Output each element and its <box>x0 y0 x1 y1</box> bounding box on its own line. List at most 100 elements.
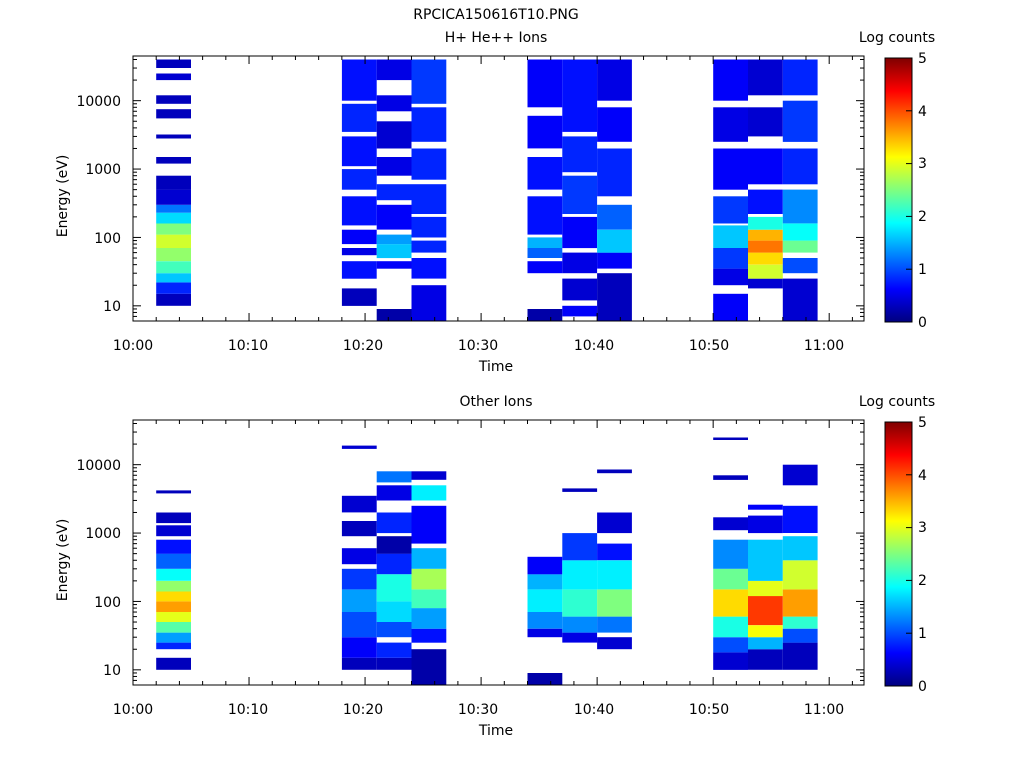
heatmap-cell <box>562 616 598 633</box>
colorbar-tick-label: 0 <box>918 315 927 331</box>
heatmap-cell <box>713 107 748 142</box>
heatmap-cell <box>156 622 191 633</box>
colorbar-tick-label: 5 <box>918 415 927 431</box>
heatmap-cell <box>782 240 818 253</box>
heatmap-cell <box>411 548 447 569</box>
heatmap-cell <box>748 107 783 137</box>
heatmap-cell <box>562 59 598 132</box>
heatmap-cell <box>156 212 191 224</box>
colorbar-tick-label: 3 <box>918 520 927 536</box>
panel-title: Other Ions <box>459 394 532 410</box>
heatmap-cell <box>597 469 632 474</box>
heatmap-cell <box>527 309 563 321</box>
heatmap-cell <box>597 589 632 617</box>
heatmap-cell <box>713 589 748 617</box>
heatmap-cell <box>782 148 818 185</box>
x-tick-label: 10:40 <box>574 338 614 354</box>
heatmap-cell <box>156 189 191 205</box>
colorbar-ticks <box>906 421 912 687</box>
heatmap-cell <box>156 632 191 643</box>
heatmap-cell <box>376 244 412 259</box>
heatmap-cell <box>411 184 447 214</box>
heatmap-cell <box>782 59 818 96</box>
heatmap-cell <box>748 504 783 510</box>
heatmap-cell <box>562 175 598 214</box>
heatmap-cell <box>341 103 377 132</box>
heatmap-cell <box>597 637 632 650</box>
heatmap-cell <box>376 485 412 501</box>
heatmap-cell <box>713 652 748 670</box>
heatmap-cell <box>156 248 191 262</box>
heatmap-cell <box>376 261 412 269</box>
heatmap-cell <box>562 560 598 590</box>
heatmap-cell <box>713 568 748 590</box>
heatmap-cell <box>156 568 191 581</box>
heatmap-cell <box>376 601 412 622</box>
y-tick-label: 1000 <box>85 162 121 178</box>
heatmap-cell <box>156 591 191 602</box>
heatmap-cell <box>376 622 412 638</box>
x-tick-label: 10:10 <box>228 338 268 354</box>
heatmap-cell <box>562 305 598 317</box>
heatmap-cell <box>341 657 377 670</box>
heatmap-cell <box>411 649 447 685</box>
heatmap-cell <box>156 512 191 524</box>
heatmap-cell <box>156 157 191 164</box>
axis-ticks <box>132 56 864 322</box>
heatmap-cell <box>156 642 191 650</box>
heatmap-cell <box>748 252 783 265</box>
heatmap-cell <box>341 445 377 449</box>
heatmap-cell <box>156 580 191 592</box>
colorbar-tick-label: 2 <box>918 209 927 225</box>
heatmap-cell <box>562 533 598 561</box>
heatmap-cell <box>341 548 377 565</box>
heatmap-cell <box>411 608 447 629</box>
heatmap-cell <box>748 596 783 626</box>
heatmap-cell <box>597 616 632 633</box>
heatmap-cell <box>376 553 412 575</box>
x-tick-label: 10:30 <box>458 338 498 354</box>
heatmap-cell <box>748 278 783 289</box>
heatmap-cell <box>562 488 598 492</box>
heatmap-cell <box>748 264 783 279</box>
heatmap-cell <box>597 59 632 101</box>
colorbar-tick-label: 2 <box>918 573 927 589</box>
heatmap-cell <box>411 628 447 643</box>
heatmap-cell <box>562 278 598 301</box>
heatmap-cell <box>713 248 748 269</box>
heatmap-cell <box>597 512 632 534</box>
heatmap-cell <box>713 437 748 440</box>
plot-frame <box>132 55 865 322</box>
heatmap-cell <box>527 628 563 638</box>
y-tick-labels: 10 100 1000 10000 <box>76 458 121 679</box>
heatmap-cell <box>156 282 191 294</box>
heatmap-cell <box>713 475 748 480</box>
heatmap-cell <box>156 657 191 670</box>
heatmap-cell <box>713 59 748 101</box>
heatmap-cell <box>527 612 563 629</box>
colorbar: Log counts 0 1 2 3 4 5 <box>859 394 935 695</box>
heatmap-cell <box>713 268 748 286</box>
heatmap-cell <box>341 261 377 279</box>
heatmap-cell <box>597 229 632 253</box>
heatmap-cell <box>597 252 632 269</box>
heatmap-cell <box>156 223 191 235</box>
colorbar-ticks <box>906 57 912 323</box>
heatmap-cell <box>713 148 748 190</box>
heatmap-cell <box>376 234 412 245</box>
heatmap-cell <box>411 505 447 544</box>
heatmap-cell <box>156 73 191 81</box>
heatmap-cell <box>713 225 748 248</box>
heatmap-cell <box>527 261 563 274</box>
heatmap-cell <box>376 471 412 483</box>
y-tick-label: 10 <box>103 299 121 315</box>
heatmap-cell <box>411 148 447 180</box>
heatmap-cell <box>527 157 563 190</box>
heatmap-cell <box>782 258 818 274</box>
heatmap-cells <box>156 437 818 685</box>
heatmap-cell <box>376 95 412 112</box>
heatmap-cell <box>748 580 783 597</box>
heatmap-cell <box>341 59 377 101</box>
heatmap-cell <box>713 517 748 531</box>
